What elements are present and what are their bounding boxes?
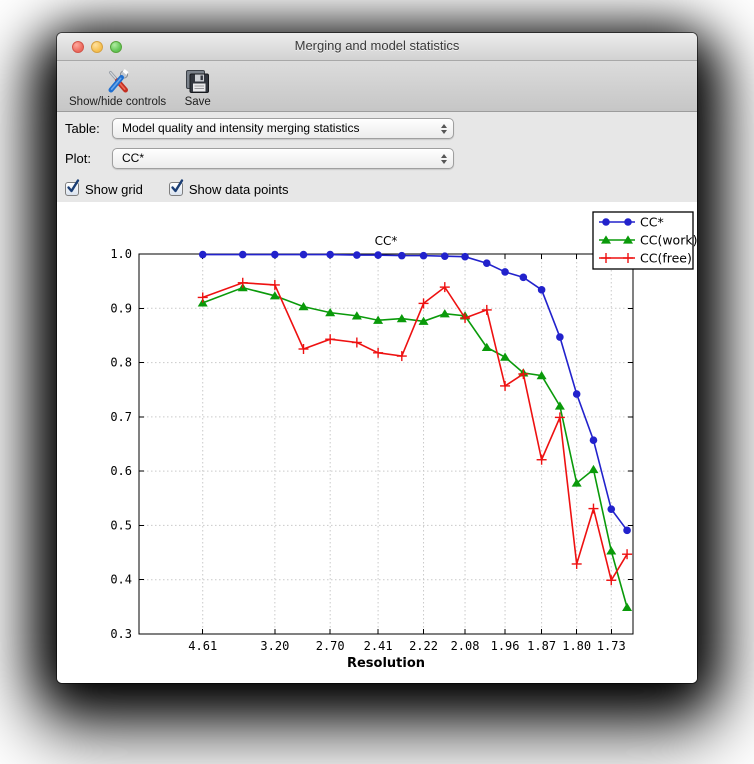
save-button[interactable]: Save — [184, 68, 211, 108]
series-cc — [198, 250, 631, 535]
svg-text:2.70: 2.70 — [316, 639, 345, 653]
traffic-lights — [72, 41, 122, 53]
svg-text:1.87: 1.87 — [527, 639, 556, 653]
save-icon — [186, 70, 210, 93]
axis-ticks — [139, 253, 633, 635]
show-hide-controls-button[interactable]: Show/hide controls — [69, 68, 166, 108]
svg-text:1.80: 1.80 — [562, 639, 591, 653]
tool-label: Show/hide controls — [69, 96, 167, 108]
plot-dropdown[interactable]: CC* — [112, 148, 454, 169]
svg-text:0.9: 0.9 — [110, 301, 132, 315]
titlebar: Merging and model statistics — [57, 33, 697, 61]
window-title: Merging and model statistics — [294, 38, 460, 53]
checkbox-label: Show data points — [188, 181, 289, 197]
tools-icon — [108, 69, 129, 93]
svg-text:4.61: 4.61 — [188, 639, 217, 653]
svg-text:2.41: 2.41 — [364, 639, 393, 653]
table-dropdown[interactable]: Model quality and intensity merging stat… — [112, 118, 454, 139]
plot-dropdown-value: CC* — [122, 151, 145, 165]
show-grid-checkbox[interactable]: Show grid — [65, 179, 143, 197]
table-label: Table: — [65, 121, 100, 136]
close-button[interactable] — [72, 41, 84, 53]
plot-label: Plot: — [65, 151, 92, 166]
tool-label: Save — [184, 96, 211, 108]
plot-frame — [138, 253, 634, 635]
svg-text:1.73: 1.73 — [597, 639, 626, 653]
svg-text:0.5: 0.5 — [110, 518, 132, 532]
svg-text:0.8: 0.8 — [110, 356, 132, 370]
table-dropdown-value: Model quality and intensity merging stat… — [122, 121, 360, 135]
zoom-button[interactable] — [110, 41, 122, 53]
legend: CC* CC(work) CC(free) — [592, 211, 697, 270]
x-axis-label: Resolution — [347, 656, 425, 671]
chart-title: CC* — [375, 234, 398, 248]
svg-text:0.6: 0.6 — [110, 464, 132, 478]
svg-text:2.08: 2.08 — [451, 639, 480, 653]
svg-text:0.7: 0.7 — [110, 410, 132, 424]
show-data-points-checkbox[interactable]: Show data points — [168, 179, 289, 197]
svg-text:3.20: 3.20 — [260, 639, 289, 653]
popup-arrows-icon — [441, 153, 447, 164]
popup-arrows-icon — [441, 123, 447, 134]
checkbox-checked-icon — [168, 179, 184, 196]
legend-label: CC(free) — [640, 251, 692, 266]
chart-area: 1.0 0.9 0.8 0.7 0.6 0.5 0.4 0.3 4.61 3.20 2.70 2.41… — [57, 202, 697, 683]
axis-tick-labels: 1.0 0.9 0.8 0.7 0.6 0.5 0.4 0.3 4.61 3.20 2.70 2.41… — [110, 247, 625, 653]
series-ccfree — [197, 277, 633, 586]
checkbox-label: Show grid — [85, 181, 143, 197]
app-window: Merging and model statistics Show/hide c… — [57, 33, 697, 683]
legend-label: CC(work) — [640, 233, 697, 248]
grid — [139, 254, 633, 634]
chart-canvas: 1.0 0.9 0.8 0.7 0.6 0.5 0.4 0.3 4.61 3.20 2.70 2.41… — [110, 211, 697, 671]
svg-text:0.4: 0.4 — [110, 573, 132, 587]
minimize-button[interactable] — [91, 41, 103, 53]
toolbar: Show/hide controls Save — [57, 61, 697, 112]
svg-text:1.0: 1.0 — [110, 247, 132, 261]
checkbox-checked-icon — [65, 179, 80, 196]
legend-label: CC* — [640, 215, 664, 230]
series-ccwork — [197, 283, 633, 611]
svg-text:2.22: 2.22 — [409, 639, 438, 653]
controls-panel: Table: Model quality and intensity mergi… — [57, 112, 697, 202]
svg-text:0.3: 0.3 — [110, 627, 132, 641]
svg-text:1.96: 1.96 — [491, 639, 520, 653]
